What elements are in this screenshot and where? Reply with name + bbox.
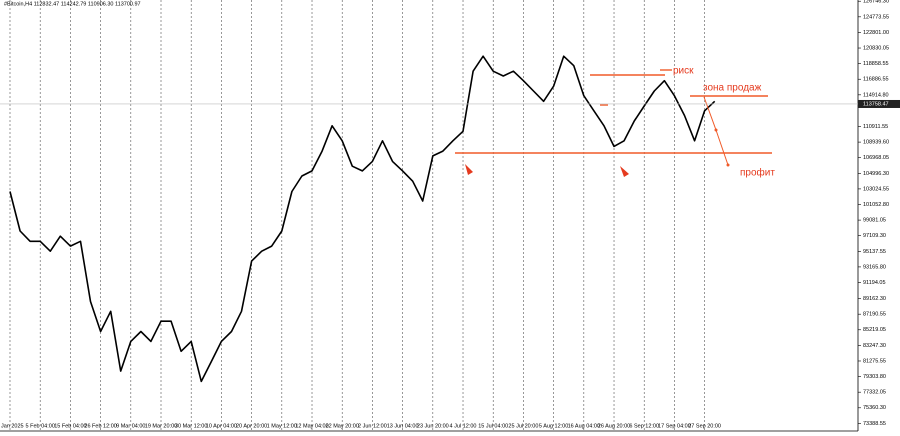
y-tick-label: 77332.05 <box>863 390 886 396</box>
chart-title: #Bitcoin,H4 112832.47 114242.79 110906.3… <box>4 1 141 7</box>
y-tick-label: 103024.55 <box>863 186 889 192</box>
y-tick-label: 101052.80 <box>863 202 889 208</box>
x-tick-label: 6 Sep 12:00 <box>629 423 659 429</box>
arrow-marker <box>620 166 629 177</box>
y-tick-label: 110911.55 <box>863 124 888 130</box>
y-tick-label: 97109.30 <box>863 233 886 239</box>
y-tick-label: 104996.30 <box>863 171 889 177</box>
arrow-marker <box>465 164 473 175</box>
y-tick-label: 114914.80 <box>863 92 889 98</box>
sell-zone-label: зона продаж <box>703 83 762 94</box>
x-tick-label: 26 Aug 20:00 <box>598 423 630 429</box>
x-tick-label: 8 Jan 2025 <box>0 423 24 429</box>
y-tick-label: 108939.60 <box>863 140 889 146</box>
y-tick-label: 81275.55 <box>863 358 886 364</box>
y-tick-label: 126746.30 <box>863 0 889 5</box>
y-tick-label: 118858.55 <box>863 61 889 67</box>
x-tick-label: 10 Apr 04:00 <box>206 423 237 429</box>
arrow-point <box>714 128 718 132</box>
y-tick-label: 75360.30 <box>863 405 886 411</box>
x-tick-label: 15 Jul 04:00 <box>478 423 508 429</box>
plot <box>9 55 716 383</box>
x-tick-label: 5 Aug 12:00 <box>539 423 568 429</box>
x-tick-label: 1 May 12:00 <box>267 423 297 429</box>
x-tick-label: 30 Mar 12:00 <box>175 423 207 429</box>
x-tick-label: 2 Jun 12:00 <box>358 423 387 429</box>
x-tick-label: 27 Sep 20:00 <box>688 423 721 429</box>
current-price-box <box>858 99 900 108</box>
x-tick-label: 25 Jul 20:00 <box>508 423 538 429</box>
x-tick-label: 15 Feb 04:00 <box>54 423 86 429</box>
x-tick-label: 22 May 20:00 <box>326 423 359 429</box>
x-tick-label: 4 Jul 12:00 <box>450 423 477 429</box>
y-tick-label: 93165.80 <box>863 264 886 270</box>
y-tick-label: 91194.05 <box>863 280 886 286</box>
y-tick-label: 87190.55 <box>863 312 886 318</box>
x-tick-label: 17 Sep 04:00 <box>658 423 691 429</box>
y-tick-label: 124773.55 <box>863 14 889 20</box>
arrow-point <box>726 163 730 167</box>
x-tick-label: 9 Mar 04:00 <box>116 423 145 429</box>
y-tick-label: 99081.05 <box>863 218 886 224</box>
x-tick-label: 19 Mar 20:00 <box>145 423 177 429</box>
current-price-label: 113758.47 <box>863 101 889 107</box>
y-tick-label: 79303.80 <box>863 374 886 380</box>
x-tick-label: 26 Feb 12:00 <box>84 423 116 429</box>
y-tick-label: 89162.30 <box>863 296 886 302</box>
profit-label: профит <box>740 167 775 179</box>
x-tick-label: 23 Jun 20:00 <box>417 423 449 429</box>
x-tick-label: 5 Feb 04:00 <box>26 423 55 429</box>
y-tick-label: 106968.05 <box>863 155 889 161</box>
y-tick-label: 116886.55 <box>863 77 889 83</box>
y-tick-label: 95137.55 <box>863 249 886 255</box>
x-tick-label: 12 May 04:00 <box>295 423 328 429</box>
y-tick-label: 73388.55 <box>863 421 886 427</box>
x-tick-label: 20 Apr 20:00 <box>236 423 267 429</box>
risk-label: риск <box>673 66 694 77</box>
price-line <box>9 55 716 383</box>
x-tick-label: 16 Aug 04:00 <box>568 423 600 429</box>
y-tick-label: 122801.00 <box>863 30 889 36</box>
y-tick-label: 83247.30 <box>863 343 886 349</box>
y-tick-label: 85219.05 <box>863 327 886 333</box>
y-tick-label: 120830.05 <box>863 45 889 51</box>
x-tick-label: 13 Jun 04:00 <box>387 423 419 429</box>
